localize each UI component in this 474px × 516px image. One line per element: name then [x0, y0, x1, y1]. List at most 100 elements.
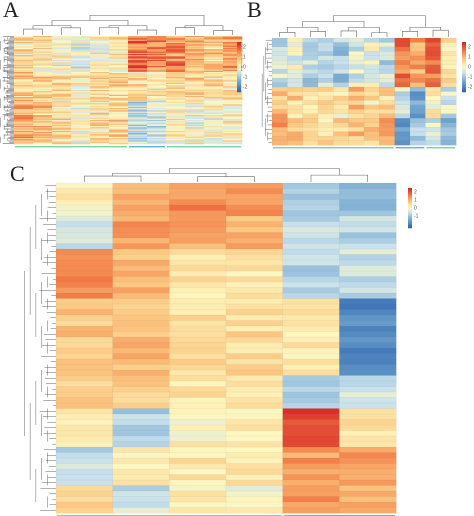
heatmap-cell	[14, 130, 34, 133]
heatmap-cell	[166, 54, 186, 56]
heatmap-cell	[128, 96, 148, 98]
heatmap-cell	[204, 139, 224, 141]
heatmap-cell	[33, 51, 53, 54]
heatmap-cell	[204, 91, 224, 93]
heatmap-cell	[55, 226, 114, 233]
heatmap-cell	[90, 140, 110, 142]
heatmap-cell	[223, 98, 243, 100]
heatmap-cell	[147, 86, 167, 88]
heatmap-cell	[166, 121, 186, 123]
heatmap-cell	[14, 52, 34, 55]
heatmap-cell	[425, 78, 442, 84]
heatmap-cell	[14, 44, 34, 46]
heatmap-cell	[52, 99, 72, 102]
heatmap-cell	[90, 128, 110, 130]
heatmap-cell	[55, 270, 114, 277]
heatmap-cell	[282, 452, 340, 459]
heatmap-cell	[166, 92, 186, 94]
heatmap-cell	[223, 128, 243, 130]
heatmap-cell	[348, 118, 365, 124]
heatmap-cell	[33, 106, 53, 109]
heatmap-cell	[348, 55, 365, 61]
heatmap-cell	[71, 134, 91, 136]
heatmap-cell	[109, 58, 129, 61]
heatmap-cell	[425, 69, 442, 75]
heatmap-cell	[147, 97, 167, 99]
heatmap-cell	[14, 84, 34, 86]
heatmap-cell	[339, 336, 397, 343]
heatmap-cell	[71, 75, 91, 78]
heatmap-cell	[223, 75, 243, 78]
colorbar-segment	[408, 226, 412, 229]
colorbar-segment	[237, 58, 241, 61]
heatmap-cell	[14, 118, 34, 121]
heatmap-cell	[14, 60, 34, 62]
heatmap-cell	[166, 81, 186, 84]
heatmap-cell	[52, 73, 72, 75]
heatmap-cell	[109, 123, 129, 126]
heatmap-cell	[109, 118, 129, 121]
heatmap-cell	[185, 40, 205, 43]
heatmap-cell	[90, 105, 110, 108]
colorbar-segment	[462, 45, 466, 48]
heatmap-cell	[282, 386, 340, 393]
heatmap-cell	[55, 331, 114, 338]
heatmap-cell	[409, 135, 426, 141]
heatmap-cell	[223, 86, 243, 88]
heatmap-cell	[147, 81, 167, 84]
heatmap-cell	[90, 73, 110, 75]
heatmap-cell	[33, 111, 53, 114]
heatmap-cell	[333, 131, 350, 137]
heatmap-cell	[55, 243, 114, 250]
heatmap-cell	[33, 70, 53, 73]
heatmap-cell	[394, 51, 411, 57]
colorbar-segment	[408, 209, 412, 211]
heatmap-cell	[33, 91, 53, 93]
heatmap-cell	[147, 134, 167, 136]
heatmap-cell	[223, 132, 243, 134]
heatmap-cell	[147, 116, 167, 118]
heatmap-cell	[339, 468, 397, 475]
heatmap-cell	[52, 39, 72, 42]
heatmap-cell	[225, 221, 284, 228]
heatmap-cell	[302, 127, 319, 133]
heatmap-cell	[55, 298, 114, 305]
heatmap-cell	[90, 56, 110, 58]
heatmap-cell	[409, 91, 426, 97]
heatmap-cell	[90, 136, 110, 139]
heatmap-cell	[109, 50, 129, 52]
heatmap-cell	[225, 347, 284, 354]
heatmap-cell	[166, 126, 186, 128]
heatmap-cell	[166, 62, 186, 64]
colorbar-segment	[408, 200, 412, 202]
heatmap-cell	[223, 40, 243, 43]
heatmap-cell	[204, 57, 224, 60]
heatmap-cell	[282, 287, 340, 294]
heatmap-cell	[55, 452, 114, 459]
heatmap-cell	[271, 51, 288, 57]
heatmap-cell	[271, 91, 288, 97]
heatmap-cell	[14, 42, 34, 44]
heatmap-cell	[147, 87, 167, 90]
heatmap-cell	[128, 132, 148, 134]
heatmap-cell	[282, 232, 340, 239]
heatmap-cell	[185, 86, 205, 88]
heatmap-cell	[317, 135, 334, 141]
heatmap-cell	[128, 100, 148, 103]
heatmap-cell	[185, 52, 205, 55]
heatmap-cell	[90, 120, 110, 122]
heatmap-cell	[169, 413, 227, 420]
colorbar-segment	[462, 68, 466, 71]
heatmap-cell	[109, 117, 129, 120]
heatmap-cell	[71, 97, 91, 99]
heatmap-cell	[302, 95, 319, 101]
heatmap-cell	[55, 248, 114, 255]
heatmap-cell	[71, 60, 91, 62]
colorbar-segment	[408, 222, 412, 225]
heatmap-cell	[71, 73, 91, 75]
heatmap-cell	[169, 430, 227, 437]
heatmap-cell	[166, 103, 186, 105]
heatmap-panel-c: 210-1	[24, 168, 419, 516]
heatmap-cell	[166, 142, 186, 145]
heatmap-cell	[223, 142, 243, 145]
